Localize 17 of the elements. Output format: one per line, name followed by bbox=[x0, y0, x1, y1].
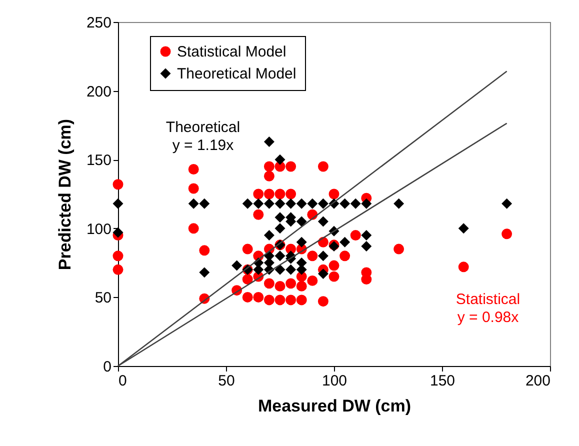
x-tick-label: 100 bbox=[322, 372, 348, 390]
y-tick-label: 150 bbox=[86, 152, 112, 170]
y-tick-label: 50 bbox=[94, 290, 112, 307]
y-tick-label: 0 bbox=[103, 358, 112, 376]
x-tick-label: 150 bbox=[430, 372, 456, 390]
legend-label: Theoretical Model bbox=[177, 66, 296, 82]
y-axis-title: Predicted DW (cm) bbox=[55, 118, 74, 270]
y-tick-label: 200 bbox=[86, 83, 112, 100]
y-tick-label: 250 bbox=[86, 14, 112, 32]
annotation: Statistical y = 0.98x bbox=[456, 291, 520, 326]
legend-label: Statistical Model bbox=[177, 44, 286, 60]
annotation: Theoretical y = 1.19x bbox=[166, 119, 240, 154]
y-tick-label: 100 bbox=[86, 220, 112, 238]
x-tick-label: 50 bbox=[218, 372, 235, 390]
x-axis-title: Measured DW (cm) bbox=[258, 396, 412, 416]
x-tick-label: 0 bbox=[118, 372, 127, 390]
x-tick-label: 200 bbox=[525, 372, 550, 390]
